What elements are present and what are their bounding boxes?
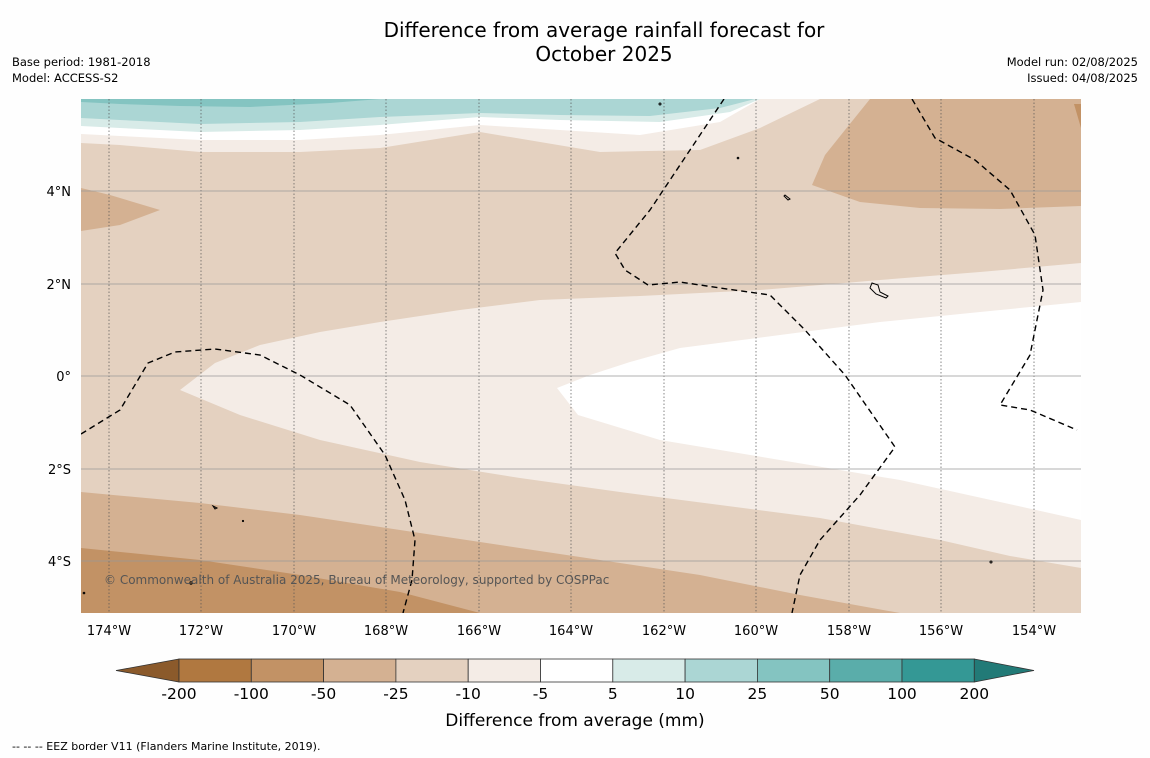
colorbar-segment: [829, 658, 903, 683]
model-run-text: Model run: 02/08/2025: [1006, 55, 1138, 69]
contour-ne-dry: [812, 99, 1081, 209]
colorbar-tick-label: 25: [748, 685, 768, 703]
map-title-line1: Difference from average rainfall forecas…: [383, 18, 825, 42]
colorbar-tick-label: 5: [608, 685, 618, 703]
x-tick-label: 170°W: [272, 624, 316, 639]
grid-vertical: [108, 99, 1035, 613]
colorbar-tick-label: -50: [311, 685, 336, 703]
x-tick-label: 164°W: [549, 624, 593, 639]
colorbar: -200 -100 -50 -25 -10 -5 5 10 25 50 100 200: [115, 658, 1035, 703]
x-tick-label: 168°W: [364, 624, 408, 639]
colorbar-tick-label: 50: [820, 685, 840, 703]
colorbar-tick-label: 100: [887, 685, 917, 703]
y-tick-label: 2°S: [48, 463, 71, 478]
y-tick-label: 0°: [56, 370, 71, 385]
colorbar-tick-label: -100: [234, 685, 269, 703]
colorbar-tick-label: 10: [675, 685, 695, 703]
x-tick-label: 166°W: [457, 624, 501, 639]
colorbar-segment: [323, 658, 397, 683]
y-axis-labels: 4°N 2°N 0° 2°S 4°S: [47, 185, 72, 570]
colorbar-segment: [250, 658, 325, 683]
grid-horizontal: [81, 190, 1081, 562]
colorbar-segment: [467, 658, 541, 683]
x-tick-label: 156°W: [919, 624, 963, 639]
contour-eq-white: [557, 302, 1081, 520]
colorbar-segment: [395, 658, 469, 683]
map-plot-area: [81, 99, 1081, 613]
y-tick-label: 4°N: [47, 185, 72, 200]
colorbar-tick-label: -200: [161, 685, 196, 703]
x-tick-label: 154°W: [1012, 624, 1056, 639]
eez-legend-note: -- -- -- EEZ border V11 (Flanders Marine…: [12, 740, 321, 753]
contour-west-dry: [81, 188, 160, 231]
eez-borders: [81, 99, 1078, 613]
x-axis-labels: 174°W 172°W 170°W 168°W 166°W 164°W 162°…: [87, 624, 1056, 639]
colorbar-extend-low: [115, 658, 180, 683]
colorbar-extend-high: [973, 658, 1035, 683]
colorbar-title: Difference from average (mm): [445, 711, 704, 731]
x-tick-label: 174°W: [87, 624, 131, 639]
contour-ne-dry-edge: [1074, 104, 1081, 128]
x-tick-label: 158°W: [827, 624, 871, 639]
x-tick-label: 160°W: [734, 624, 778, 639]
meta-right: Model run: 02/08/2025 Issued: 04/08/2025: [1007, 54, 1138, 86]
contour-north-teal-mid: [81, 99, 380, 107]
y-tick-label: 4°S: [48, 555, 71, 570]
colorbar-segment: [757, 658, 831, 683]
colorbar-tick-label: -25: [383, 685, 408, 703]
colorbar-tick-label: -5: [533, 685, 548, 703]
colorbar-segment: [684, 658, 758, 683]
map-title: Difference from average rainfall forecas…: [0, 18, 1150, 66]
colorbar-tick-label: -10: [456, 685, 481, 703]
colorbar-segment: [540, 658, 614, 683]
meta-left: Base period: 1981-2018 Model: ACCESS-S2: [12, 54, 151, 86]
colorbar-segment: [612, 658, 686, 683]
issued-text: Issued: 04/08/2025: [1027, 71, 1138, 85]
base-period-text: Base period: 1981-2018: [12, 55, 151, 69]
colorbar-tick-label: 200: [960, 685, 990, 703]
islands: [82, 102, 993, 595]
copyright-text: © Commonwealth of Australia 2025, Bureau…: [104, 573, 609, 587]
contour-south-dry2: [81, 548, 480, 613]
map-title-line2: October 2025: [535, 42, 673, 66]
x-tick-label: 172°W: [179, 624, 223, 639]
x-tick-label: 162°W: [642, 624, 686, 639]
y-tick-label: 2°N: [47, 278, 72, 293]
colorbar-segment: [901, 658, 975, 683]
colorbar-segment: [178, 658, 252, 683]
model-text: Model: ACCESS-S2: [12, 71, 119, 85]
